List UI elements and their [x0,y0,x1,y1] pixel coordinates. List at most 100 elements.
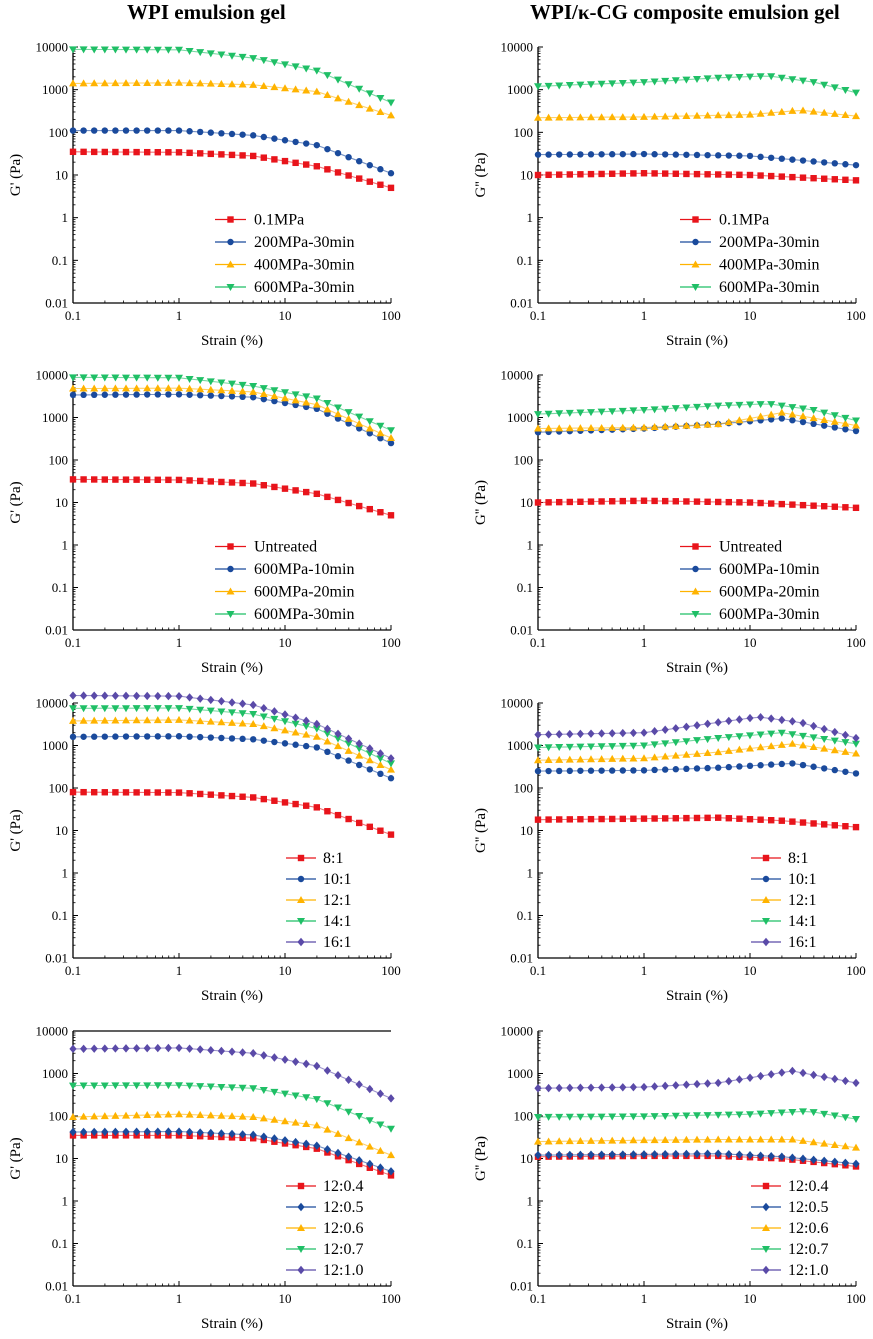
data-point [778,415,785,422]
data-point [344,81,353,89]
data-point [270,715,279,723]
data-point [756,109,765,117]
data-point [303,140,310,147]
data-point [281,485,289,492]
data-point [809,107,818,115]
data-point [164,78,173,86]
y-tick-label: 10 [55,1151,68,1166]
data-point [629,79,638,87]
data-point [565,409,574,417]
data-point [577,816,584,823]
data-point [271,156,278,163]
data-point [366,1159,374,1169]
data-point [112,391,119,398]
data-point [555,1137,564,1145]
data-point [767,1110,776,1118]
y-tick-label: 10 [520,168,533,183]
legend-label: 600MPa-20min [719,584,819,601]
data-point [682,1149,690,1159]
data-point [154,1127,162,1136]
data-point [100,374,109,382]
data-point [238,1112,247,1120]
data-point [682,76,691,84]
data-point [165,149,172,156]
data-point [629,754,638,762]
data-point [218,792,225,799]
data-point [324,145,331,153]
data-point [566,1150,574,1160]
data-point [810,721,818,731]
data-point [270,724,279,732]
data-point [355,1080,363,1089]
data-point [640,170,648,177]
data-point [250,152,257,160]
y-tick-label: 10 [55,168,68,183]
data-point [303,802,310,809]
data-point [91,476,98,483]
data-point [249,387,258,395]
x-tick-label: 100 [846,635,866,650]
data-point [799,157,807,164]
data-point [281,394,289,402]
data-point [91,733,98,740]
data-point [259,713,268,721]
data-point [577,767,584,774]
data-point [334,169,342,176]
data-point [291,391,300,399]
y-tick-label: 10000 [501,40,534,55]
legend-label: 600MPa-10min [254,561,354,578]
legend-label: 12:1.0 [788,1262,828,1279]
data-point [334,76,342,84]
x-tick-label: 1 [176,1291,183,1306]
data-point [555,730,563,739]
y-tick-label: 10000 [36,368,69,383]
data-point [206,717,215,725]
data-point [355,751,364,759]
data-point [703,1112,712,1120]
data-point [366,178,373,185]
data-point [587,815,595,823]
data-point [672,1081,680,1090]
data-point [133,148,140,156]
data-point [217,708,226,716]
data-point [324,493,331,501]
data-point [153,705,162,713]
data-point [228,393,236,400]
data-point [355,419,364,427]
data-point [683,170,690,178]
series-Untreated [69,476,395,519]
data-point [704,1079,712,1088]
y-axis-label: G'' (Pa) [473,480,489,525]
data-point [757,172,764,179]
data-point [334,1148,342,1158]
data-point [746,73,754,81]
data-point [334,149,342,157]
data-point [206,707,215,715]
data-point [608,754,617,762]
data-point [365,750,374,758]
data-point [356,175,363,182]
data-point [365,756,374,764]
data-point [387,433,395,441]
data-point [260,1051,268,1060]
data-point [651,151,658,158]
y-tick-label: 100 [49,125,69,140]
data-point [555,410,564,418]
data-point [270,83,279,91]
data-point [334,496,342,504]
data-point [302,1139,310,1149]
y-tick-label: 1 [62,1194,69,1209]
data-point [841,87,850,95]
data-point [597,1136,606,1144]
data-point [650,741,659,749]
y-tick-label: 10000 [36,696,69,711]
data-point [757,816,764,823]
data-point [100,46,109,54]
data-point [746,401,754,409]
data-point [79,1082,88,1090]
data-point [259,390,268,398]
data-point [630,170,637,177]
data-point [534,767,542,775]
legend-marker [762,1182,770,1190]
data-point [281,84,289,92]
